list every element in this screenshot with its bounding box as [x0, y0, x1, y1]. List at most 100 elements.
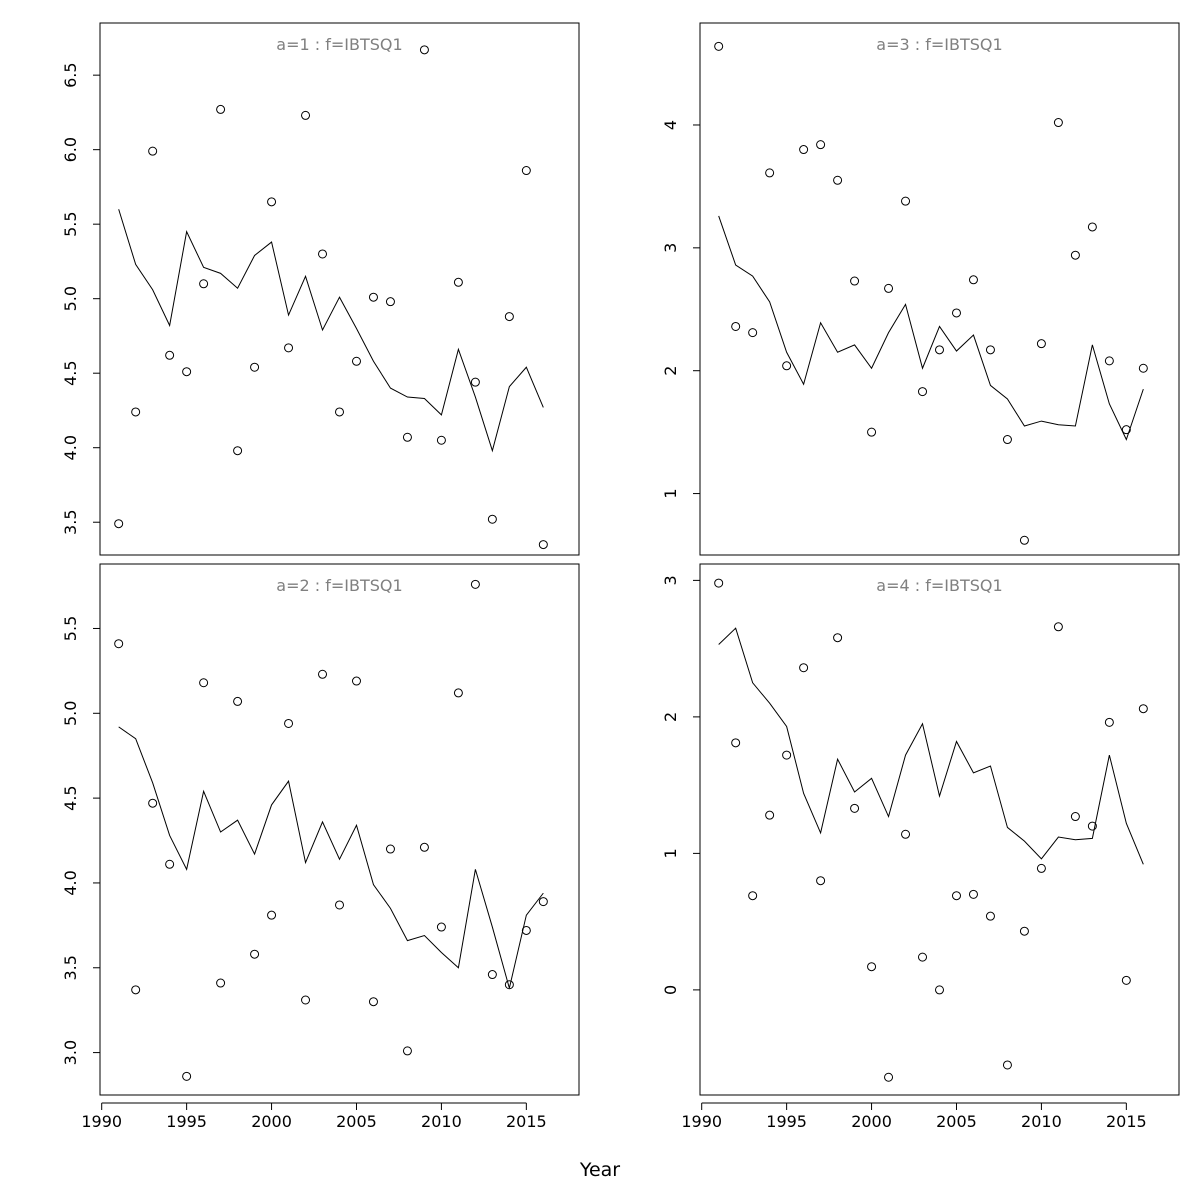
panel-title-a2: a=2 : f=IBTSQ1 [276, 576, 402, 595]
observed-point-a2 [114, 639, 124, 649]
observed-point-a2 [318, 669, 328, 679]
observed-point-a1 [182, 367, 192, 377]
y-tick-label-a1: 6.5 [61, 62, 80, 87]
y-tick-label-a2: 4.0 [61, 870, 80, 895]
y-tick-label-a1: 5.5 [61, 211, 80, 236]
fitted-line-a1 [118, 209, 544, 453]
observed-point-a4 [731, 738, 741, 748]
observed-point-a1 [351, 356, 361, 366]
observed-point-a3 [1002, 435, 1012, 445]
observed-point-a4 [1036, 863, 1046, 873]
observed-point-a1 [148, 146, 158, 156]
observed-point-a4 [1002, 1060, 1012, 1070]
observed-point-a1 [470, 377, 480, 387]
observed-point-a3 [850, 276, 860, 286]
y-tick-label-a1: 5.0 [61, 286, 80, 311]
observed-point-a1 [419, 45, 429, 55]
x-tick-label-a4: 2015 [1106, 1112, 1147, 1131]
fitted-line-a2 [118, 726, 544, 989]
observed-point-a3 [816, 140, 826, 150]
observed-point-a4 [850, 803, 860, 813]
observed-point-a1 [487, 514, 497, 524]
observed-point-a1 [165, 350, 175, 360]
observed-point-a4 [867, 962, 877, 972]
observed-point-a3 [1121, 425, 1131, 435]
observed-point-a2 [216, 978, 226, 988]
observed-point-a3 [985, 345, 995, 355]
plot-frame-a4 [699, 563, 1180, 1096]
observed-point-a4 [985, 911, 995, 921]
y-tick-label-a2: 5.5 [61, 616, 80, 641]
observed-point-a4 [1104, 717, 1114, 727]
observed-point-a4 [748, 891, 758, 901]
x-tick-label-a4: 1990 [681, 1112, 722, 1131]
y-tick-label-a1: 4.0 [61, 435, 80, 460]
observed-point-a2 [419, 842, 429, 852]
y-tick-label-a4: 0 [661, 985, 680, 995]
x-tick-label-a2: 2000 [251, 1112, 292, 1131]
observed-point-a1 [538, 540, 548, 550]
observed-point-a2 [385, 844, 395, 854]
y-tick-label-a2: 4.5 [61, 785, 80, 810]
observed-point-a2 [148, 798, 158, 808]
observed-point-a2 [165, 859, 175, 869]
observed-point-a2 [284, 718, 294, 728]
observed-point-a1 [402, 432, 412, 442]
x-tick-label-a4: 1995 [766, 1112, 807, 1131]
observed-point-a1 [267, 197, 277, 207]
panel-a3: a=3 : f=IBTSQ1 1 2 3 4 [661, 22, 1180, 556]
observed-point-a1 [453, 277, 463, 287]
panel-a2: a=2 : f=IBTSQ1 3.0 3.5 4.0 4.5 5.0 5.5 1990 1995… [61, 563, 580, 1131]
observed-point-a2 [335, 900, 344, 910]
observed-point-a4 [1070, 812, 1080, 822]
observed-point-a1 [504, 312, 514, 322]
observed-point-a1 [318, 249, 328, 259]
observed-point-a3 [782, 361, 792, 371]
observed-point-a3 [1087, 222, 1097, 232]
observed-point-a2 [131, 985, 141, 995]
observed-point-a4 [714, 578, 724, 588]
panel-title-a3: a=3 : f=IBTSQ1 [876, 35, 1002, 54]
observed-point-a1 [368, 292, 378, 302]
fitted-line-a3 [718, 215, 1144, 441]
observed-point-a2 [267, 910, 277, 920]
observed-point-a3 [968, 275, 978, 285]
observed-point-a2 [301, 995, 311, 1005]
observed-point-a3 [731, 321, 741, 331]
observed-point-a3 [901, 196, 911, 206]
observed-point-a3 [935, 345, 944, 355]
observed-point-a3 [1053, 118, 1063, 128]
observed-point-a4 [1087, 821, 1097, 831]
y-tick-label-a3: 2 [661, 366, 680, 376]
observed-point-a3 [1036, 339, 1046, 349]
observed-point-a2 [199, 678, 209, 688]
observed-point-a4 [1138, 704, 1148, 714]
x-tick-label-a2: 1995 [166, 1112, 207, 1131]
observed-point-a4 [968, 889, 978, 899]
observed-point-a4 [935, 985, 944, 995]
y-tick-label-a1: 4.5 [61, 360, 80, 385]
observed-point-a1 [335, 407, 344, 417]
plot-frame-a1 [99, 22, 580, 556]
observed-point-a3 [1104, 356, 1114, 366]
observed-point-a1 [250, 362, 260, 372]
observed-point-a3 [918, 387, 928, 397]
observed-point-a2 [453, 688, 463, 698]
x-tick-label-a4: 2000 [851, 1112, 892, 1131]
observed-point-a2 [182, 1071, 192, 1081]
observed-point-a2 [487, 970, 497, 980]
observed-point-a1 [301, 110, 311, 120]
panel-a1: a=1 : f=IBTSQ1 3.5 4.0 4.5 5.0 5.5 6.0 6.5 [61, 22, 580, 556]
observed-point-a4 [901, 829, 911, 839]
observed-point-a4 [765, 810, 775, 820]
plot-frame-a2 [99, 563, 580, 1096]
fitted-line-a4 [718, 627, 1144, 865]
x-tick-label-a2: 2010 [421, 1112, 462, 1131]
observed-point-a2 [504, 980, 514, 990]
observed-point-a2 [351, 676, 361, 686]
y-tick-label-a4: 2 [661, 712, 680, 722]
plot-frame-a3 [699, 22, 1180, 556]
observed-point-a2 [250, 949, 260, 959]
observed-point-a2 [436, 922, 446, 932]
